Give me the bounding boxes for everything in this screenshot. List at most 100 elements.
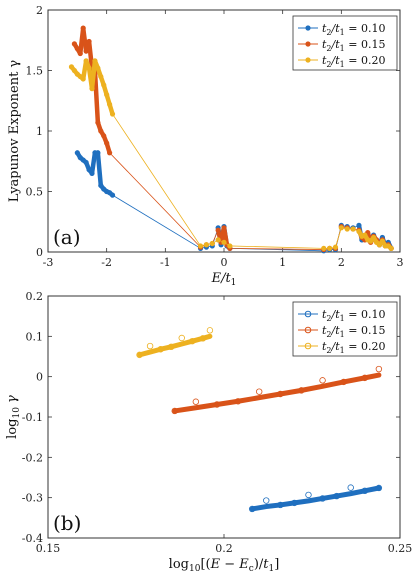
data-point — [375, 365, 383, 373]
data-point — [263, 497, 270, 504]
data-point — [344, 226, 350, 232]
y-tick-label: 0.1 — [26, 330, 44, 343]
series-2 — [68, 58, 394, 251]
data-point — [327, 245, 333, 251]
data-point — [213, 401, 221, 408]
data-point — [305, 491, 312, 499]
y-tick-label: 0 — [36, 246, 43, 259]
x-tick-label: 0.2 — [215, 542, 233, 555]
legend-marker — [304, 310, 312, 318]
series-band — [172, 372, 382, 414]
data-cluster — [107, 190, 115, 198]
panel-label: (b) — [53, 511, 81, 535]
data-point — [203, 242, 209, 248]
data-point — [361, 374, 368, 382]
x-tick-label: 3 — [397, 256, 404, 269]
x-tick-label: -3 — [43, 256, 54, 269]
data-point — [136, 351, 143, 359]
data-point — [338, 225, 344, 231]
y-tick-label: -0.1 — [22, 411, 43, 424]
series-2 — [136, 327, 214, 359]
data-point — [178, 334, 185, 342]
data-point — [347, 484, 354, 491]
data-point — [375, 484, 383, 492]
panel-b: 0.15 0.2 0.25 -0.4 -0.3 -0.2 -0.1 0 0.1 0.2 t2/t1 … — [5, 290, 412, 574]
data-point — [298, 387, 305, 394]
data-point — [319, 495, 326, 502]
x-tick-label: 0.25 — [388, 542, 413, 555]
legend-label: t2/t1 = 0.10 — [322, 22, 385, 37]
legend-label: t2/t1 = 0.20 — [322, 340, 385, 355]
data-point — [209, 240, 215, 247]
legend-label: t2/t1 = 0.10 — [322, 308, 385, 323]
data-cluster — [104, 140, 112, 156]
series-0 — [248, 484, 383, 513]
y-tick-label: 0 — [36, 371, 43, 384]
series-1 — [171, 365, 383, 415]
y-tick-label: 1.5 — [26, 65, 44, 78]
data-point — [192, 398, 200, 405]
y-tick-label: 2 — [36, 4, 43, 17]
x-tick-label: 0.15 — [36, 542, 61, 555]
x-tick-label: 0 — [221, 256, 228, 269]
data-point — [332, 244, 339, 250]
data-point — [206, 327, 214, 334]
y-axis-label: log10 γ — [5, 395, 22, 439]
data-point — [291, 499, 298, 507]
data-point — [167, 343, 175, 351]
series-band — [137, 333, 213, 358]
legend-marker — [304, 342, 312, 350]
x-tick-label: -2 — [101, 256, 112, 269]
legend-marker — [305, 25, 311, 31]
legend-label: t2/t1 = 0.20 — [322, 54, 385, 69]
data-point — [189, 337, 196, 345]
data-point — [248, 505, 256, 513]
data-point — [227, 243, 233, 249]
data-point — [333, 492, 340, 500]
y-tick-label: 0.5 — [26, 186, 44, 199]
data-cluster — [107, 102, 115, 117]
data-cluster — [89, 150, 98, 176]
data-cluster — [386, 243, 394, 251]
data-point — [256, 388, 263, 395]
data-point — [277, 501, 284, 509]
legend-marker — [305, 57, 311, 63]
series-line — [76, 152, 392, 252]
y-tick-label: 0.2 — [26, 290, 44, 303]
legend-label: t2/t1 = 0.15 — [322, 324, 385, 339]
data-point — [350, 226, 356, 232]
data-point — [171, 407, 178, 415]
y-tick-label: 1 — [36, 125, 43, 138]
x-tick-label: 1 — [279, 256, 286, 269]
legend-marker — [305, 41, 311, 47]
legend-label: t2/t1 = 0.15 — [322, 38, 385, 53]
data-point — [321, 245, 327, 251]
y-axis-label: Lyapunov Exponent γ — [7, 60, 22, 203]
x-axis-label: log10[(E − Ec)/t1] — [169, 557, 280, 574]
data-cluster — [86, 39, 95, 71]
data-point — [361, 487, 368, 495]
data-point — [199, 335, 207, 342]
legend-marker — [304, 326, 312, 334]
data-point — [234, 398, 242, 405]
series-band — [249, 485, 382, 512]
y-tick-label: -0.4 — [22, 532, 43, 545]
data-point — [197, 243, 204, 249]
x-tick-label: 2 — [338, 256, 345, 269]
data-point — [340, 378, 347, 386]
y-tick-label: -0.2 — [22, 451, 43, 464]
data-point — [319, 377, 326, 384]
data-cluster — [92, 68, 101, 125]
data-point — [146, 342, 154, 350]
series-0 — [74, 150, 394, 254]
data-cluster — [95, 150, 104, 188]
y-tick-label: -0.3 — [22, 492, 43, 505]
panel-label: (a) — [53, 225, 81, 249]
data-point — [221, 239, 227, 245]
data-point — [277, 390, 284, 398]
x-tick-label: -1 — [160, 256, 171, 269]
x-axis-label: E/t1 — [211, 271, 237, 288]
data-point — [215, 237, 221, 243]
